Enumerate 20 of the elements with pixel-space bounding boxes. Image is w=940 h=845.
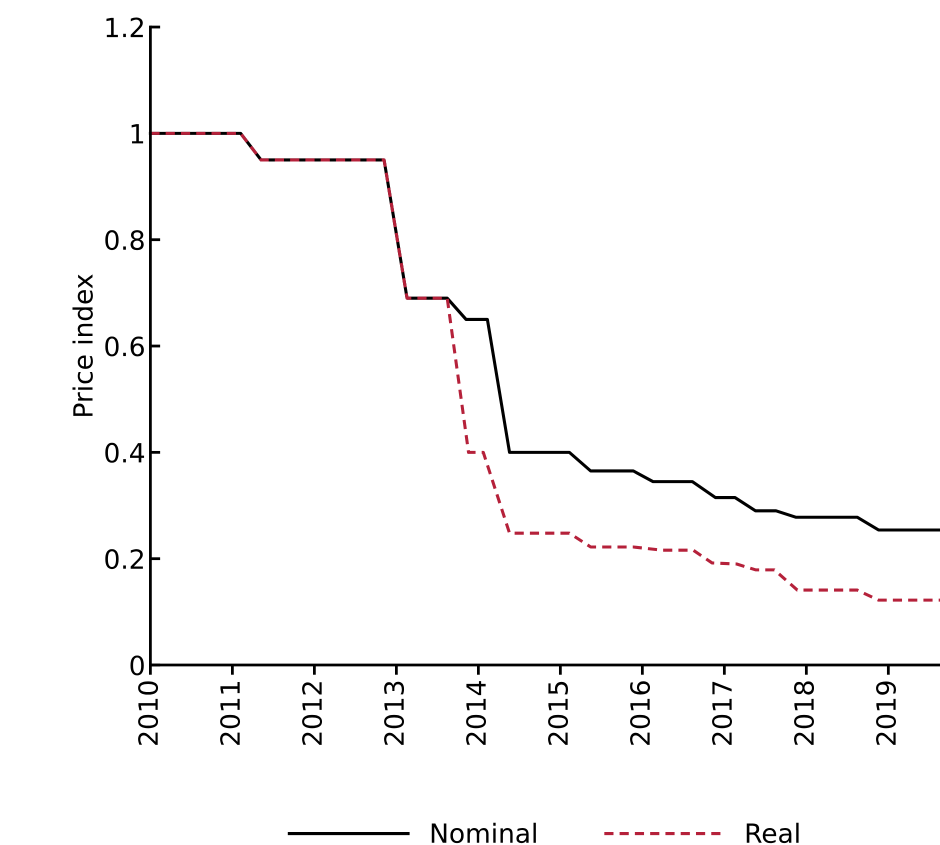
y-tick-label: 0 [130, 655, 144, 676]
x-tick-label: 2018 [794, 681, 814, 745]
x-tick-label: 2017 [712, 682, 732, 745]
x-tick-label: 2019 [876, 681, 896, 745]
x-tick-label: 2014 [466, 681, 486, 745]
x-tick-label: 2015 [548, 682, 568, 745]
x-tick-label: 2012 [302, 682, 322, 745]
legend-label: Real [746, 822, 799, 844]
y-tick-label: 0.4 [105, 442, 144, 463]
y-axis-title: Price index [72, 274, 93, 416]
y-tick-label: 0.8 [105, 230, 144, 250]
y-tick-label: 0.6 [105, 336, 144, 356]
x-tick-label: 2011 [220, 682, 240, 745]
y-tick-label: 1 [132, 124, 144, 144]
y-tick-label: 1.2 [106, 17, 143, 38]
x-tick-label: 2010 [138, 681, 158, 745]
x-tick-label: 2016 [630, 681, 650, 745]
y-tick-label: 0.2 [105, 549, 143, 570]
x-tick-label: 2013 [384, 682, 404, 745]
legend-label: Nominal [432, 822, 536, 844]
